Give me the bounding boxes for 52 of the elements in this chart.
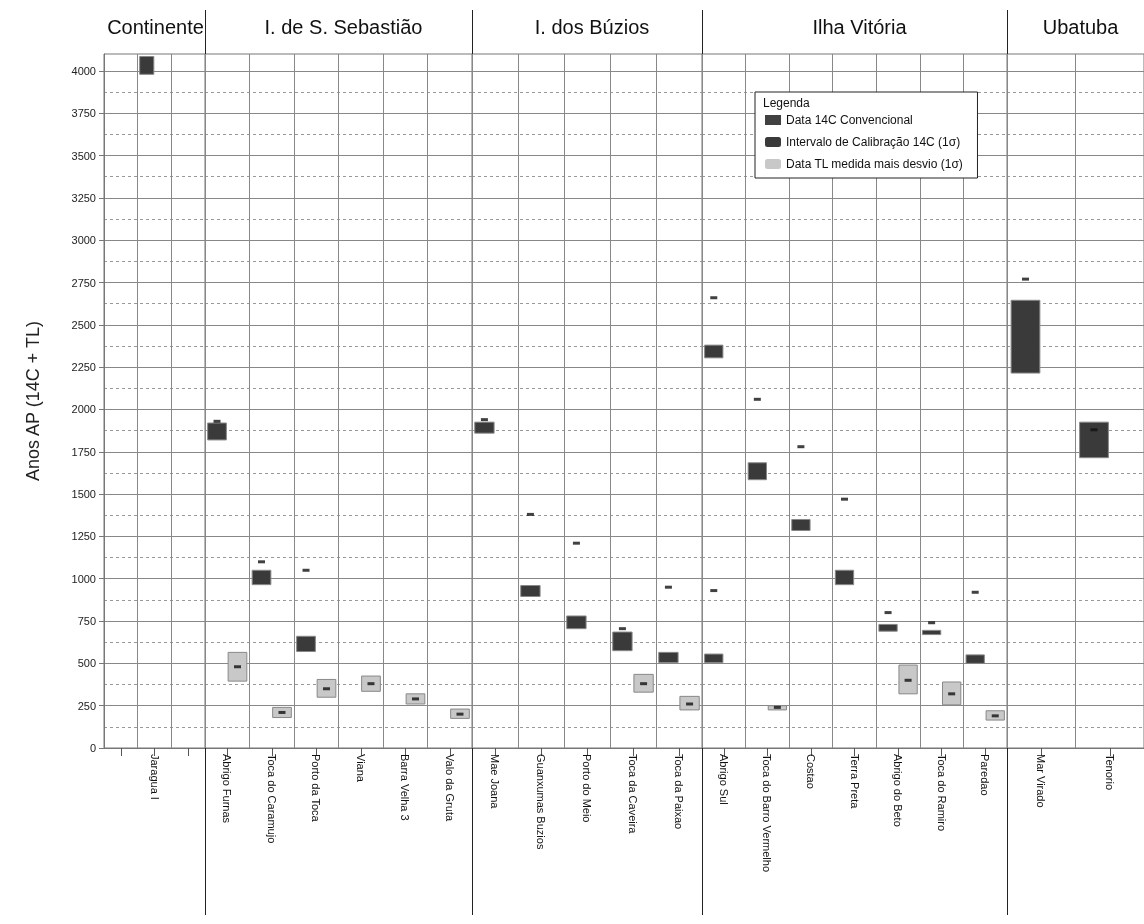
x-tick-label: Porto do Meio: [581, 754, 593, 823]
x-tick-label: Barra Velha 3: [399, 754, 412, 821]
bar: [747, 462, 767, 481]
chart-title: Continente: [107, 16, 204, 38]
chart-title: I. dos Búzios: [534, 16, 650, 38]
y-tick-label: 1750: [71, 445, 96, 458]
y-tick-label: 4000: [71, 64, 96, 77]
y-tick-label: 2500: [71, 318, 96, 331]
chart-title: Ilha Vitória: [812, 16, 908, 38]
legend-label: Data TL medida mais desvio (1σ): [786, 157, 963, 171]
bar: [361, 675, 381, 692]
bar: [633, 673, 654, 693]
y-tick-label: 1250: [71, 530, 96, 543]
chart-title: Ubatuba: [1042, 16, 1120, 38]
x-tick-label: Paredao: [979, 754, 992, 796]
y-tick-label: 500: [77, 657, 96, 670]
x-tick-label: Toca da Paixao: [673, 754, 685, 830]
x-tick-label: Guanxumas Buzios: [535, 754, 547, 850]
y-tick-label: 1500: [71, 488, 96, 501]
legend-label: Intervalo de Calibração 14C (1σ): [786, 135, 961, 149]
y-tick-label: 750: [77, 615, 96, 628]
x-tick-label: Toca do Ramiro: [935, 754, 948, 832]
y-tick-label: 1000: [71, 572, 96, 585]
x-tick-label: Mar Virado: [1035, 754, 1048, 808]
x-tick-label: Abrigo Furnas: [221, 754, 234, 824]
y-tick-label: 0: [89, 742, 96, 754]
chart-title: I. de S. Sebastião: [264, 16, 423, 38]
y-tick-label: 250: [77, 699, 96, 712]
x-tick-label: Abrigo Sul: [717, 754, 730, 805]
y-tick-label: 2250: [71, 361, 96, 374]
legend-title: Legenda: [763, 96, 811, 110]
bar: [316, 678, 337, 698]
y-tick-label: 2000: [71, 403, 96, 416]
x-tick-label: Porto da Toca: [310, 754, 323, 823]
y-tick-label: 2750: [71, 276, 96, 289]
x-tick-label: Jaragua I: [148, 754, 161, 800]
x-tick-label: Costao: [804, 754, 817, 789]
y-tick-label: 3250: [71, 191, 96, 204]
y-tick-label: 3500: [71, 149, 96, 162]
x-tick-label: Tenorio: [1103, 754, 1116, 791]
legend-label: Data 14C Convencional: [786, 113, 913, 127]
y-tick-label: 3000: [71, 234, 96, 247]
y-tick-label: 3750: [71, 107, 96, 120]
x-tick-label: Terra Preta: [848, 754, 861, 810]
y-axis-title: Anos AP (14C + TL): [23, 321, 43, 481]
x-tick-label: Toca do Caramujo: [265, 754, 278, 844]
x-tick-label: Mae Joana: [489, 754, 501, 810]
x-tick-label: Toca do Barro Vermelho: [761, 754, 774, 873]
x-tick-label: Viana: [354, 754, 367, 783]
x-tick-label: Toca da Caveira: [627, 754, 639, 835]
x-tick-label: Valo da Gruta: [443, 754, 456, 822]
x-tick-label: Abrigo do Beto: [892, 754, 905, 827]
